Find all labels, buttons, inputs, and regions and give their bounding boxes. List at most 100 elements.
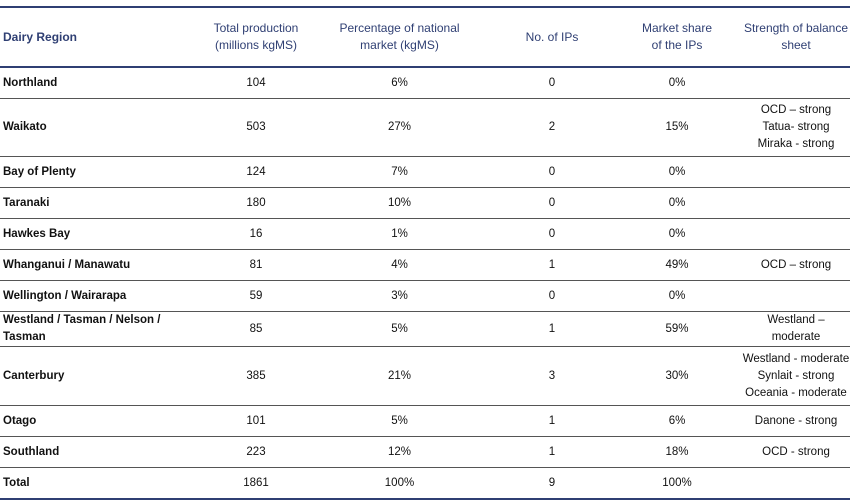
- table-row: Taranaki 180 10% 0 0%: [0, 188, 850, 219]
- header-share-line: Market share: [641, 21, 713, 35]
- region-cell: Taranaki: [3, 196, 50, 209]
- share-cell: 0%: [668, 227, 686, 240]
- production-cell: 101: [246, 414, 266, 427]
- ips-cell: 1: [548, 258, 556, 271]
- production-cell: 503: [246, 121, 266, 133]
- production-cell: 85: [249, 322, 263, 335]
- share-cell: 30%: [665, 369, 689, 382]
- region-cell: Wellington / Wairarapa: [3, 289, 127, 302]
- dairy-region-table: Dairy Region Total production (millions …: [0, 6, 850, 500]
- region-cell: Whanganui / Manawatu: [3, 258, 131, 271]
- strength-line: Miraka - strong: [757, 138, 835, 150]
- strength-cell: Westland - moderate Synlait - strong Ocean…: [742, 347, 850, 406]
- production-cell: 1861: [243, 476, 269, 489]
- table-row: Whanganui / Manawatu 81 4% 1 49% OCD – strong: [0, 250, 850, 281]
- ips-cell: 1: [548, 445, 556, 458]
- production-cell: 223: [246, 445, 266, 458]
- percentage-cell: 27%: [387, 121, 412, 133]
- production-cell: 180: [246, 196, 266, 209]
- ips-cell: 1: [548, 322, 556, 335]
- share-cell: 0%: [668, 196, 686, 209]
- region-cell: Southland: [3, 445, 60, 458]
- strength-cell: OCD - strong: [742, 437, 850, 468]
- production-cell: 104: [246, 76, 266, 89]
- percentage-cell: 12%: [387, 445, 412, 458]
- production-cell: 16: [249, 227, 263, 240]
- table-row: Westland / Tasman / Nelson / Tasman 85 5% 1…: [0, 312, 850, 347]
- strength-line: Oceania - moderate: [745, 386, 847, 399]
- header-share-line: of the IPs: [651, 38, 703, 52]
- ips-cell: 9: [548, 476, 556, 489]
- production-cell: 385: [246, 369, 266, 382]
- production-cell: 124: [246, 165, 266, 178]
- header-production-line: Total production: [213, 21, 299, 35]
- share-cell: 59%: [665, 322, 689, 335]
- strength-line: OCD - strong: [762, 445, 830, 458]
- strength-cell: [742, 468, 850, 500]
- table-row: Hawkes Bay 16 1% 0 0%: [0, 219, 850, 250]
- strength-line: Tatua- strong: [762, 121, 830, 133]
- strength-cell: [742, 219, 850, 250]
- strength-line: Westland - moderate: [742, 352, 850, 365]
- strength-cell: OCD – strong Tatua- strong Miraka - strong: [742, 99, 850, 157]
- header-percentage-line: Percentage of national: [339, 21, 460, 35]
- strength-line: Synlait - strong: [757, 369, 835, 382]
- share-cell: 100%: [662, 476, 692, 489]
- header-row: Dairy Region Total production (millions …: [0, 7, 850, 67]
- strength-cell: [742, 188, 850, 219]
- percentage-cell: 3%: [391, 289, 408, 302]
- strength-cell: Westland – moderate: [742, 312, 850, 347]
- header-percentage: Percentage of national market (kgMS): [307, 7, 492, 67]
- share-cell: 15%: [665, 121, 689, 133]
- table-row: Otago 101 5% 1 6% Danone - strong: [0, 406, 850, 437]
- table-row: Bay of Plenty 124 7% 0 0%: [0, 157, 850, 188]
- share-cell: 6%: [668, 414, 686, 427]
- header-share: Market share of the IPs: [612, 7, 742, 67]
- percentage-cell: 7%: [391, 165, 408, 178]
- region-cell: Westland / Tasman / Nelson / Tasman: [3, 314, 161, 343]
- strength-cell: [742, 67, 850, 99]
- percentage-cell: 6%: [391, 76, 408, 89]
- share-cell: 0%: [668, 76, 686, 89]
- share-cell: 0%: [668, 165, 686, 178]
- table-row: Canterbury 385 21% 3 30% Westland - moderate S…: [0, 347, 850, 406]
- region-cell: Waikato: [3, 121, 47, 133]
- production-cell: 59: [249, 289, 263, 302]
- percentage-cell: 1%: [391, 227, 408, 240]
- region-cell: Otago: [3, 414, 37, 427]
- table-row: Waikato 503 27% 2 15% OCD – strong Tatua- stro…: [0, 99, 850, 157]
- ips-cell: 0: [548, 227, 556, 240]
- header-region: Dairy Region: [3, 29, 78, 44]
- ips-cell: 3: [548, 369, 556, 382]
- percentage-cell: 5%: [391, 414, 408, 427]
- header-strength: Strength of balance sheet: [743, 21, 849, 52]
- strength-line: Danone - strong: [754, 414, 838, 427]
- table-header: Dairy Region Total production (millions …: [0, 7, 850, 67]
- header-production-line: (millions kgMS): [214, 38, 297, 52]
- header-ips: No. of IPs: [525, 29, 579, 44]
- strength-cell: [742, 281, 850, 312]
- ips-cell: 2: [548, 121, 556, 133]
- percentage-cell: 5%: [391, 322, 408, 335]
- percentage-cell: 21%: [387, 369, 412, 382]
- ips-cell: 0: [548, 165, 556, 178]
- strength-cell: [742, 157, 850, 188]
- header-production: Total production (millions kgMS): [205, 7, 307, 67]
- region-cell: Northland: [3, 76, 58, 89]
- region-cell: Total: [3, 476, 30, 489]
- ips-cell: 0: [548, 196, 556, 209]
- share-cell: 18%: [665, 445, 689, 458]
- percentage-cell: 4%: [391, 258, 408, 271]
- header-percentage-line: market (kgMS): [360, 38, 439, 52]
- strength-line: OCD – strong: [760, 104, 832, 116]
- share-cell: 0%: [668, 289, 686, 302]
- percentage-cell: 100%: [384, 476, 415, 489]
- region-cell: Hawkes Bay: [3, 227, 71, 240]
- region-cell: Bay of Plenty: [3, 165, 76, 178]
- strength-line: OCD – strong: [760, 258, 832, 271]
- table-row: Wellington / Wairarapa 59 3% 0 0%: [0, 281, 850, 312]
- ips-cell: 0: [548, 76, 556, 89]
- strength-cell: Danone - strong: [742, 406, 850, 437]
- region-cell: Canterbury: [3, 369, 65, 382]
